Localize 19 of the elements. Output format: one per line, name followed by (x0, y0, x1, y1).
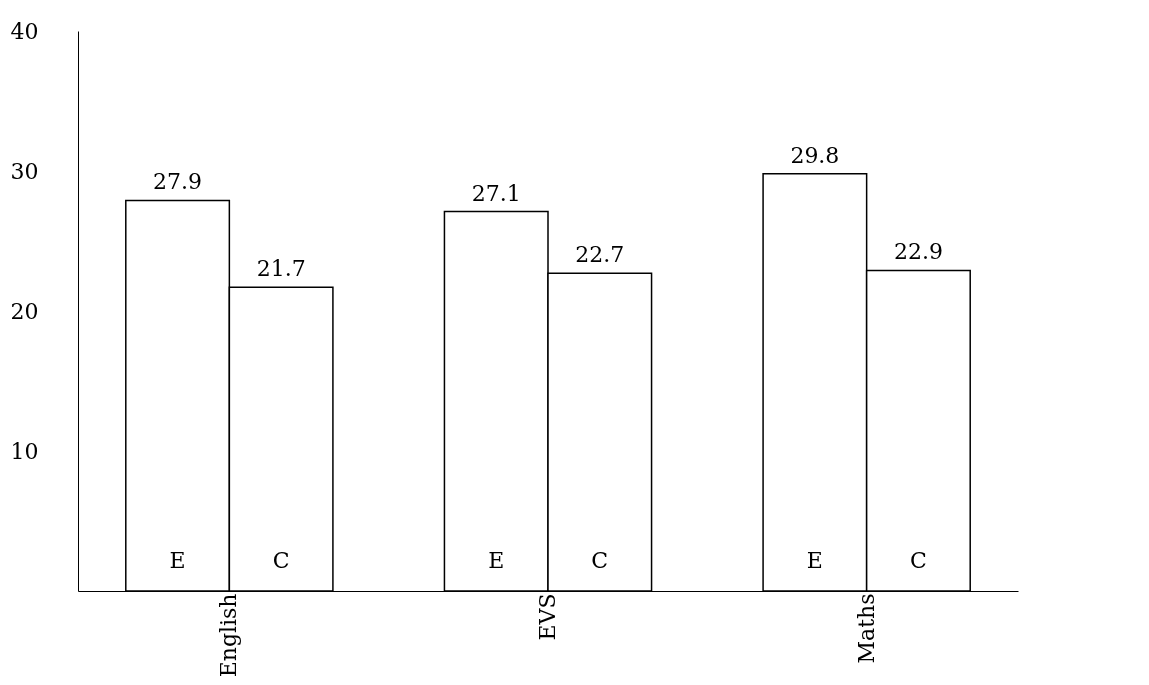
y-tick-label: 10 (10, 438, 39, 464)
data-label: 29.8 (790, 142, 840, 168)
text: E (488, 548, 505, 573)
y-tick-label: 30 (10, 158, 39, 184)
data-label: 22.7 (575, 242, 625, 268)
y-tick-label: 20 (10, 298, 39, 324)
x-tick-label: Maths (853, 593, 879, 664)
text: C (910, 548, 927, 573)
data-label: 21.7 (256, 256, 306, 282)
x-tick-label: English (216, 593, 242, 678)
series-label: C (272, 548, 290, 573)
data-label: 27.1 (471, 180, 521, 206)
data-label: 27.9 (153, 169, 203, 195)
series-label: E (169, 548, 186, 573)
data-label: 22.9 (893, 239, 943, 265)
y-tick-label: 40 (10, 18, 39, 44)
x-tick-label: EVS (535, 593, 560, 641)
text: C (591, 548, 609, 573)
text: E (806, 548, 823, 573)
